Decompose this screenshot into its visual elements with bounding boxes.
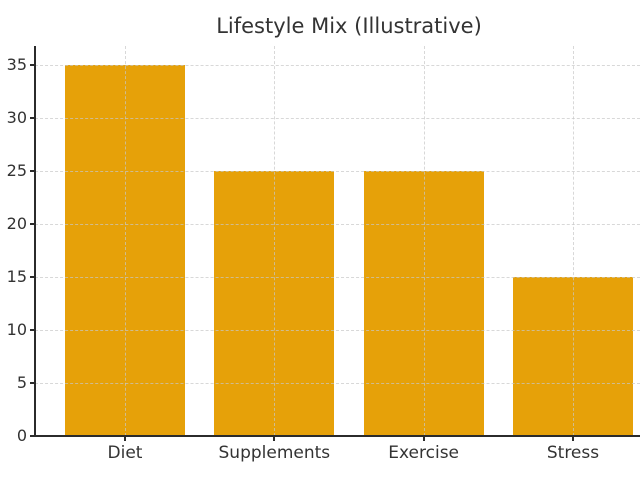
x-gridline: [274, 46, 276, 436]
y-tick: [30, 435, 35, 437]
y-tick: [30, 222, 35, 225]
x-tick: [571, 436, 574, 441]
y-gridline: [35, 382, 640, 384]
x-tick: [124, 436, 126, 441]
y-gridline: [35, 276, 640, 278]
y-tick: [30, 381, 35, 384]
y-tick: [30, 169, 35, 172]
y-tick: [30, 63, 35, 66]
y-tick-label: 35: [6, 54, 27, 74]
x-gridline: [572, 46, 574, 436]
x-tick: [422, 436, 425, 441]
x-tick-label: Exercise: [388, 443, 460, 463]
x-tick: [273, 436, 276, 441]
y-gridline: [35, 64, 640, 66]
y-tick-label: 15: [6, 266, 27, 286]
y-tick-label: 0: [16, 426, 27, 445]
y-tick-label: 20: [6, 213, 27, 233]
x-gridline: [423, 46, 425, 436]
chart-title: Lifestyle Mix (Illustrative): [216, 14, 482, 38]
y-gridline: [35, 170, 640, 172]
y-tick-label: 10: [6, 319, 27, 339]
y-gridline: [35, 117, 640, 119]
y-tick: [30, 328, 35, 331]
y-tick: [30, 275, 35, 278]
y-tick-label: 30: [6, 107, 27, 127]
x-axis-spine: [34, 435, 640, 437]
y-gridline: [35, 223, 640, 225]
y-tick: [30, 116, 35, 119]
y-axis-spine: [34, 46, 36, 437]
x-gridline: [125, 46, 126, 436]
x-tick-label: Diet: [107, 443, 143, 463]
y-tick-label: 5: [16, 372, 27, 392]
x-tick-label: Stress: [546, 443, 600, 463]
y-tick-label: 25: [6, 160, 27, 180]
x-tick-label: Supplements: [218, 443, 331, 463]
y-gridline: [35, 329, 640, 331]
